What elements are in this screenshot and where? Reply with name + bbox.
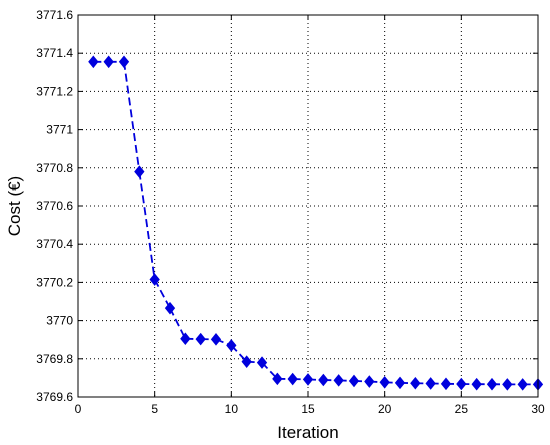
data-point-marker: [134, 165, 145, 178]
y-tick-label: 3769.6: [36, 390, 73, 404]
data-point-marker: [410, 376, 421, 390]
x-tick-label: 0: [75, 402, 82, 416]
data-point-marker: [149, 273, 160, 286]
series-line-segment: [169, 307, 187, 340]
data-point-marker: [272, 372, 283, 386]
y-tick-label: 3770.8: [36, 161, 73, 175]
series-line-segment: [153, 279, 171, 309]
data-point-marker: [226, 339, 237, 352]
y-tick-label: 3770.6: [36, 199, 73, 213]
y-tick-label: 3771.6: [36, 8, 73, 22]
y-tick-label: 3770: [46, 314, 73, 328]
x-tick-label: 30: [531, 402, 545, 416]
y-tick-label: 3769.8: [36, 352, 73, 366]
y-tick-label: 3770.2: [36, 275, 73, 289]
y-axis-label: Cost (€): [5, 176, 24, 236]
data-point-marker: [302, 373, 314, 386]
data-point-marker: [333, 374, 344, 387]
data-point-marker: [88, 55, 99, 69]
data-point-marker: [210, 333, 222, 346]
data-point-marker: [379, 376, 390, 389]
y-tick-label: 3771.4: [36, 46, 73, 60]
data-point-marker: [118, 55, 130, 69]
axis-ticks: [77, 14, 539, 398]
data-point-marker: [456, 377, 467, 391]
x-tick-label: 15: [301, 402, 315, 416]
data-point-marker: [241, 355, 252, 368]
data-point-marker: [164, 301, 176, 315]
x-tick-label: 25: [455, 402, 469, 416]
x-tick-label: 20: [378, 402, 392, 416]
data-point-marker: [348, 374, 360, 388]
x-tick-label: 10: [225, 402, 239, 416]
series-line-segment: [138, 171, 156, 280]
data-point-marker: [502, 378, 513, 391]
y-tick-label: 3771.2: [36, 84, 73, 98]
axis-tick-labels: 0 5 10 15 20 25 30 3769.6 3769.8 3770 3770.2 3770.4…: [36, 8, 545, 416]
data-point-marker: [440, 377, 452, 391]
data-point-marker: [103, 55, 114, 69]
data-point-marker: [180, 332, 191, 346]
data-point-marker: [394, 376, 406, 390]
data-point-marker: [471, 377, 482, 391]
data-point-marker: [517, 378, 528, 391]
y-tick-label: 3771: [46, 123, 73, 137]
data-point-marker: [425, 377, 436, 390]
grid: [78, 15, 538, 397]
data-point-marker: [195, 332, 206, 346]
series-line-segment: [123, 61, 141, 172]
data-point-marker: [486, 377, 498, 391]
data-point-marker: [287, 372, 298, 386]
series-layer: [88, 55, 544, 391]
data-point-marker: [256, 356, 268, 369]
x-tick-label: 5: [151, 402, 158, 416]
x-axis-label: Iteration: [277, 423, 338, 442]
data-point-marker: [364, 375, 375, 388]
y-tick-label: 3770.4: [36, 237, 73, 251]
data-point-marker: [318, 373, 329, 387]
